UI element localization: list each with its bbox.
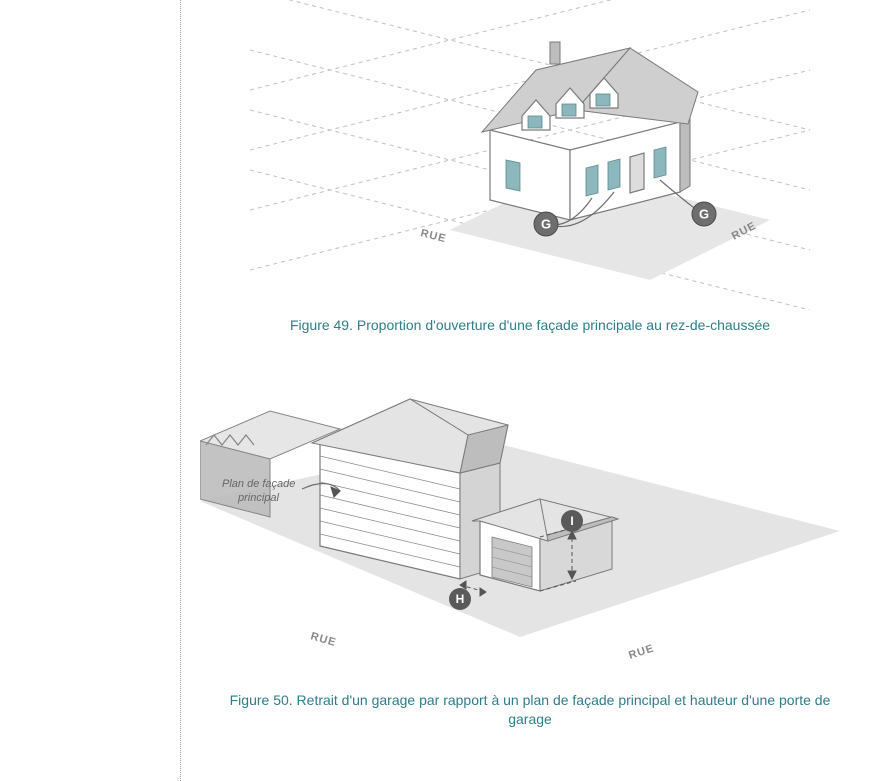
badge-i: I <box>561 510 583 532</box>
figure-49-diagram: G G RUE RUE <box>250 0 810 310</box>
svg-text:G: G <box>541 217 551 232</box>
content-column: G G RUE RUE Figure 49. Proportion d'ouve… <box>200 0 860 729</box>
badge-h: H <box>449 588 471 610</box>
house <box>482 42 698 220</box>
figure-50-diagram: H I Plan de façade principal <box>200 381 860 681</box>
page: G G RUE RUE Figure 49. Proportion d'ouve… <box>0 0 869 781</box>
svg-text:H: H <box>456 592 465 606</box>
svg-text:Plan de façade: Plan de façade <box>222 478 295 490</box>
rue-label-right-2: RUE <box>627 642 656 662</box>
badge-g-right: G <box>692 202 716 226</box>
svg-text:I: I <box>570 514 573 528</box>
margin-dotted-line <box>180 0 181 781</box>
rue-label-left-2: RUE <box>309 630 338 649</box>
rue-label-left: RUE <box>419 227 447 245</box>
figure-50-caption: Figure 50. Retrait d'un garage par rappo… <box>200 691 860 729</box>
figure-49-caption: Figure 49. Proportion d'ouverture d'une … <box>200 316 860 335</box>
svg-text:G: G <box>699 207 709 222</box>
badge-g-left: G <box>534 212 558 236</box>
svg-text:principal: principal <box>237 492 280 504</box>
